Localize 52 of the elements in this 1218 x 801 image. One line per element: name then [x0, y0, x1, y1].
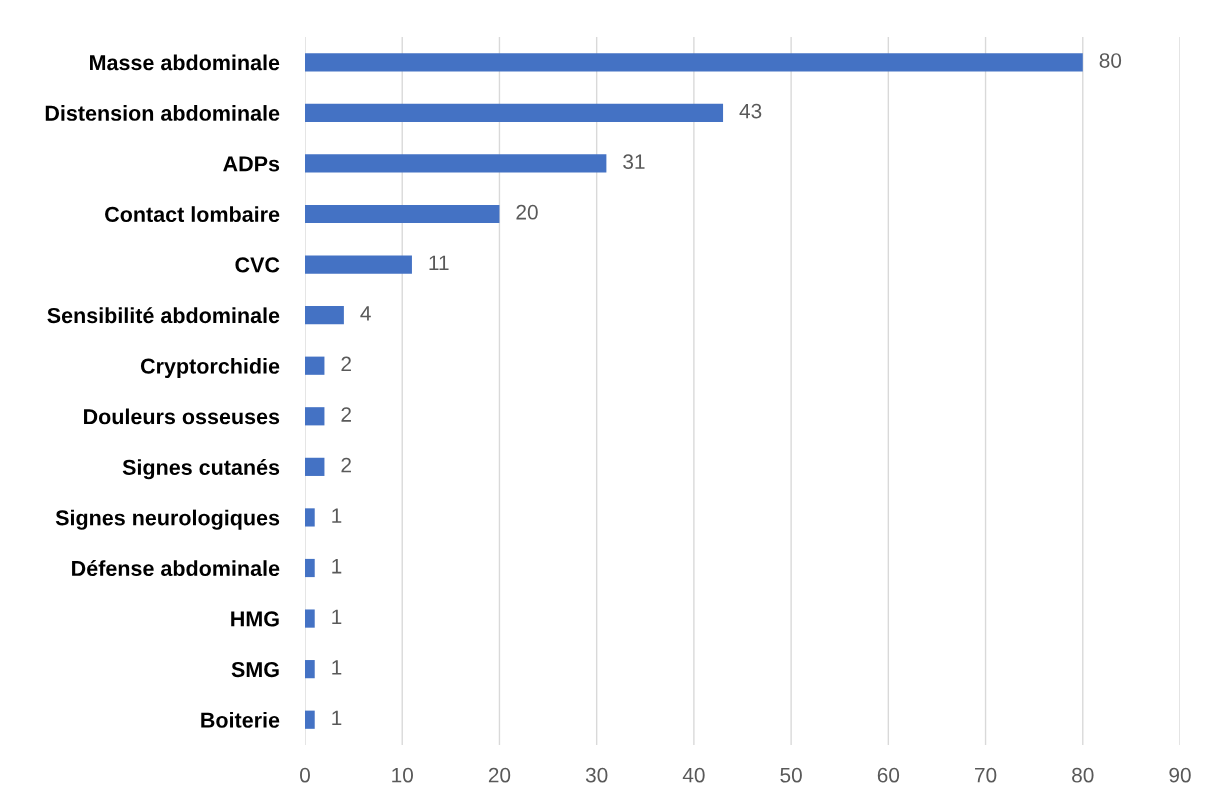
bar — [305, 558, 315, 578]
y-tick-label: Défense abdominale — [72, 560, 280, 577]
y-tick-label: Boiterie — [201, 711, 280, 728]
x-tick-label: 90 — [1169, 767, 1191, 783]
data-label: 1 — [332, 559, 342, 574]
bar — [305, 710, 315, 729]
x-tick-label: 50 — [780, 767, 802, 783]
bar — [305, 103, 724, 122]
x-tick-label: 80 — [1072, 767, 1094, 783]
bar — [305, 609, 315, 628]
data-label: 2 — [341, 457, 351, 473]
data-label: 2 — [341, 356, 351, 372]
x-tick-label: 60 — [877, 767, 900, 783]
x-tick-label: 10 — [392, 767, 413, 783]
data-label: 1 — [332, 609, 342, 624]
bar — [305, 306, 344, 325]
y-tick-label: SMG — [231, 661, 279, 678]
bar — [305, 660, 315, 679]
bar — [305, 508, 315, 527]
y-tick-label: Masse abdominale — [90, 54, 280, 71]
data-label: 80 — [1099, 53, 1122, 68]
data-label: 31 — [623, 154, 645, 170]
x-tick-label: 30 — [585, 767, 608, 783]
y-tick-label: Cryptorchidie — [140, 357, 280, 378]
bar — [305, 154, 607, 173]
bar — [305, 356, 325, 375]
y-tick-label: Signes neurologiques — [55, 509, 280, 530]
data-label: 1 — [332, 710, 342, 726]
bar — [305, 53, 1083, 72]
y-tick-label: Contact lombaire — [105, 206, 280, 223]
y-tick-label: Distension abdominale — [45, 105, 280, 121]
x-tick-label: 20 — [488, 767, 511, 783]
data-label: 4 — [360, 306, 371, 321]
x-tick-label: 0 — [300, 767, 310, 783]
y-tick-label: ADPs — [223, 156, 280, 172]
y-tick-label: Douleurs osseuses — [84, 408, 280, 425]
x-tick-label: 70 — [975, 767, 997, 783]
bar — [305, 457, 325, 476]
bar — [305, 407, 325, 426]
x-tick-label: 40 — [682, 767, 705, 783]
y-tick-label: HMG — [231, 611, 279, 627]
data-label: 11 — [429, 255, 449, 270]
y-tick-label: Signes cutanés — [122, 458, 280, 480]
y-tick-label: Sensibilité abdominale — [47, 307, 280, 324]
data-label: 2 — [341, 407, 351, 422]
y-tick-label: CVC — [235, 257, 280, 273]
bar — [305, 204, 500, 224]
data-label: 43 — [739, 103, 762, 119]
data-label: 1 — [332, 508, 342, 523]
bar — [305, 255, 412, 274]
data-label: 1 — [332, 660, 342, 675]
data-label: 20 — [516, 204, 538, 220]
